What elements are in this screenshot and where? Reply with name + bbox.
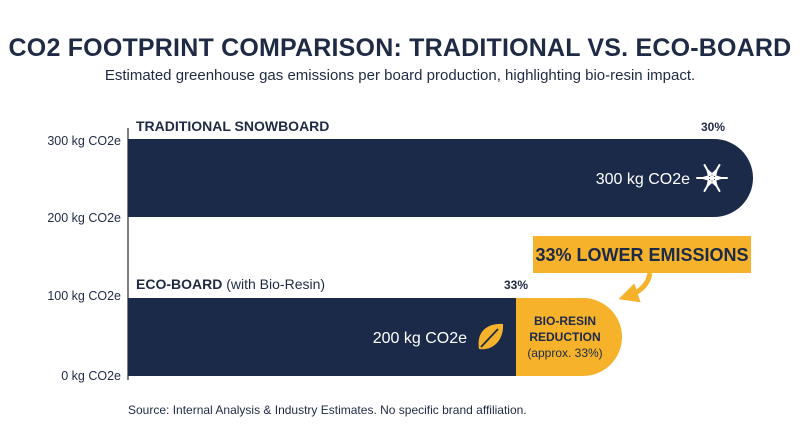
callout-lower-emissions: 33% LOWER EMISSIONS <box>533 236 751 303</box>
reduction-label-line2: REDUCTION <box>529 330 600 344</box>
reduction-label-line1: BIO-RESIN <box>534 314 596 328</box>
callout-text: 33% LOWER EMISSIONS <box>535 245 748 265</box>
value-label-traditional: 300 kg CO2e <box>596 171 690 188</box>
value-label-eco: 200 kg CO2e <box>373 330 467 347</box>
snowflake-icon <box>696 164 728 192</box>
percent-label-traditional: 30% <box>701 120 725 134</box>
chart-subtitle: Estimated greenhouse gas emissions per b… <box>104 67 696 84</box>
y-tick-label: 200 kg CO2e <box>47 211 121 225</box>
y-tick-label: 0 kg CO2e <box>61 369 121 383</box>
chart-title: CO2 FOOTPRINT COMPARISON: TRADITIONAL VS… <box>8 34 792 62</box>
bar-traditional <box>128 139 753 217</box>
y-tick-label: 300 kg CO2e <box>47 134 121 148</box>
bar-eco <box>128 298 516 376</box>
percent-label-eco: 33% <box>504 278 528 292</box>
bar-label-traditional: TRADITIONAL SNOWBOARD <box>136 118 329 134</box>
y-tick-label: 100 kg CO2e <box>47 289 121 303</box>
callout-box <box>533 236 751 273</box>
source-note: Source: Internal Analysis & Industry Est… <box>128 403 527 417</box>
bar-reduction-segment <box>516 298 622 376</box>
callout-arrow <box>618 272 653 303</box>
leaf-icon <box>478 323 504 350</box>
bar-label-eco: ECO-BOARD (with Bio-Resin) <box>136 276 325 292</box>
reduction-label-line3: (approx. 33%) <box>527 346 602 360</box>
